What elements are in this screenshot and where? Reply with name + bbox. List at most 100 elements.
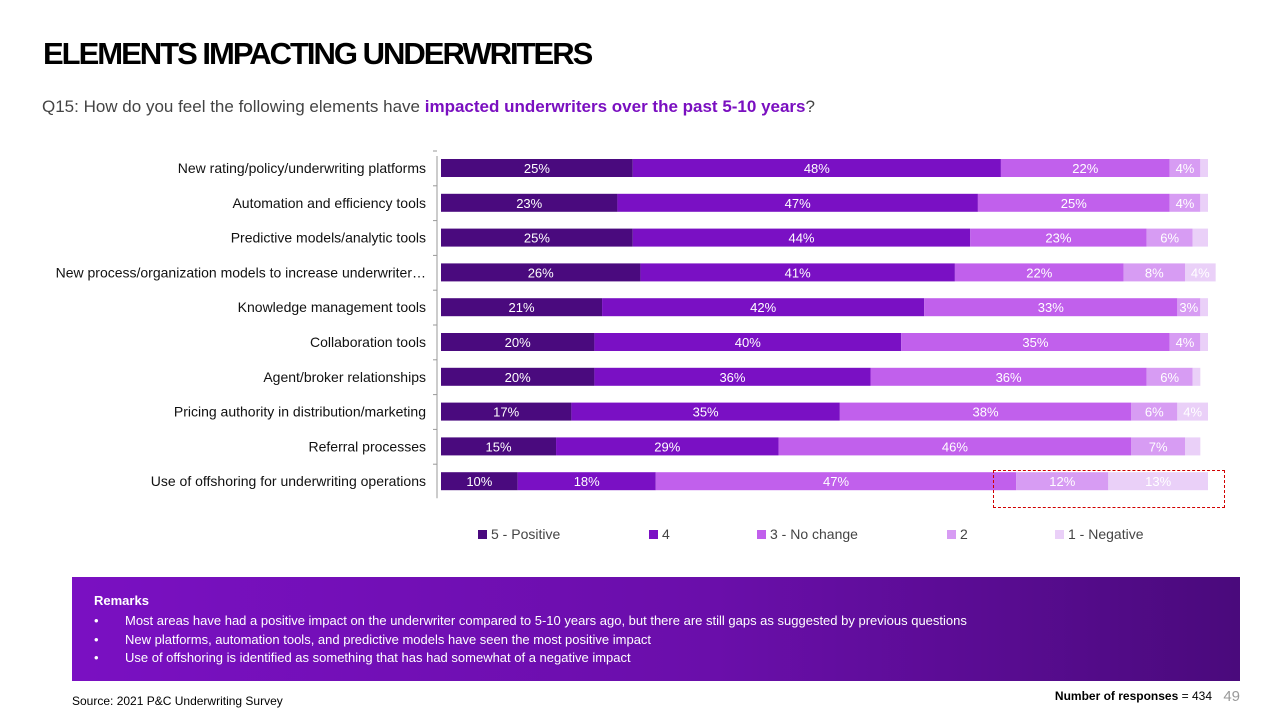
responses-value: = 434	[1181, 689, 1212, 703]
data-label: 35%	[693, 405, 719, 420]
data-label: 4%	[1191, 265, 1210, 280]
data-label: 12%	[1049, 474, 1075, 489]
bar-segment	[556, 437, 779, 456]
bar-segment	[839, 402, 1132, 421]
data-label: 7%	[1149, 439, 1168, 454]
question-highlight: impacted underwriters over the past 5-10…	[424, 97, 806, 116]
data-label: 6%	[1160, 231, 1179, 246]
data-label: 47%	[823, 474, 849, 489]
legend-label-2: 2	[960, 526, 968, 542]
data-label: 26%	[528, 265, 554, 280]
bar-segment	[870, 367, 1147, 386]
remarks-item: Most areas have had a positive impact on…	[94, 612, 1218, 631]
data-label: 6%	[1145, 405, 1164, 420]
page-title: ELEMENTS IMPACTING UNDERWRITERS	[43, 36, 593, 71]
bar-segment	[1146, 367, 1193, 386]
bar-segment	[1131, 437, 1185, 456]
legend-swatch-3	[757, 529, 766, 539]
bar-segment	[571, 402, 840, 421]
page-number: 49	[1223, 688, 1240, 705]
legend-swatch-4	[649, 529, 658, 539]
chart-legend: 5 - Positive 4 3 - No change 2 1 - Negat…	[0, 526, 1280, 546]
bar-segment	[1169, 333, 1201, 351]
data-label: 15%	[486, 439, 512, 454]
bar-segment	[1200, 159, 1208, 177]
question-suffix: ?	[805, 97, 815, 116]
bar-segment	[1108, 472, 1208, 491]
category-label: Predictive models/analytic tools	[231, 230, 426, 246]
bar-segment	[1200, 193, 1208, 212]
data-label: 3%	[1179, 300, 1198, 315]
bar-segment	[977, 193, 1170, 212]
data-label: 36%	[719, 370, 745, 385]
data-label: 40%	[735, 335, 761, 350]
question-prefix: Q15: How do you feel the following eleme…	[42, 97, 425, 116]
bar-segment	[1200, 298, 1208, 317]
bar-segment	[441, 263, 641, 282]
data-label: 46%	[942, 439, 968, 454]
data-label: 48%	[804, 161, 830, 176]
data-label: 23%	[516, 196, 542, 211]
category-label: Pricing authority in distribution/market…	[174, 404, 426, 420]
bar-segment	[441, 193, 618, 212]
data-label: 25%	[524, 161, 550, 176]
remarks-list: Most areas have had a positive impact on…	[94, 612, 1218, 668]
data-label: 25%	[1061, 196, 1087, 211]
data-label: 17%	[493, 405, 519, 420]
bar-segment	[1000, 159, 1170, 177]
data-label: 47%	[785, 196, 811, 211]
bar-segment	[1016, 472, 1109, 491]
data-label: 38%	[973, 405, 999, 420]
bar-segment	[632, 228, 971, 247]
data-label: 8%	[1145, 265, 1164, 280]
bar-segment	[632, 159, 1001, 177]
remarks-panel: Remarks Most areas have had a positive i…	[72, 577, 1240, 681]
bar-segment	[954, 263, 1124, 282]
bar-segment	[1146, 228, 1193, 247]
remarks-item: New platforms, automation tools, and pre…	[94, 631, 1218, 650]
data-label: 6%	[1160, 370, 1179, 385]
responses-label: Number of responses	[1054, 689, 1179, 703]
data-label: 4%	[1176, 196, 1195, 211]
data-label: 44%	[788, 231, 814, 246]
stacked-bar-chart: New rating/policy/underwriting platforms…	[56, 150, 1216, 499]
legend-swatch-1	[1055, 529, 1064, 539]
legend-label-5: 5 - Positive	[491, 526, 561, 542]
bar-segment	[1200, 333, 1208, 351]
data-label: 4%	[1176, 161, 1195, 176]
data-label: 18%	[574, 474, 600, 489]
data-label: 10%	[466, 474, 492, 489]
category-label: New process/organization models to incre…	[56, 264, 426, 280]
source-note: Source: 2021 P&C Underwriting Survey	[72, 694, 283, 708]
category-label: Agent/broker relationships	[263, 369, 426, 385]
legend-swatch-5	[478, 529, 487, 539]
bar-segment	[1184, 263, 1216, 282]
legend-swatch-2	[947, 529, 956, 539]
bar-segment	[441, 333, 595, 351]
legend-label-4: 4	[662, 526, 670, 542]
category-label: New rating/policy/underwriting platforms	[178, 160, 426, 176]
data-label: 23%	[1045, 231, 1071, 246]
bar-segment	[517, 472, 656, 491]
bar-segment	[617, 193, 978, 212]
remarks-title: Remarks	[94, 593, 149, 608]
bar-segment	[441, 437, 557, 456]
question-text: Q15: How do you feel the following eleme…	[42, 97, 815, 117]
data-label: 36%	[996, 370, 1022, 385]
category-label: Collaboration tools	[310, 334, 426, 350]
legend-label-1: 1 - Negative	[1068, 526, 1144, 542]
legend-item-4: 4	[649, 526, 670, 542]
bar-segment	[1184, 437, 1201, 456]
responses-count: Number of responses = 434	[1055, 689, 1212, 703]
bar-segment	[1192, 367, 1201, 386]
bar-segment	[640, 263, 955, 282]
bar-segment	[1192, 228, 1208, 247]
data-label: 20%	[505, 335, 531, 350]
bar-segment	[1169, 159, 1201, 177]
bar-segment	[655, 472, 1017, 491]
bar-segment	[602, 298, 925, 317]
highlight-box	[993, 470, 1225, 508]
bar-segment	[1123, 263, 1185, 282]
bar-segment	[594, 367, 871, 386]
bar-segment	[441, 159, 633, 177]
